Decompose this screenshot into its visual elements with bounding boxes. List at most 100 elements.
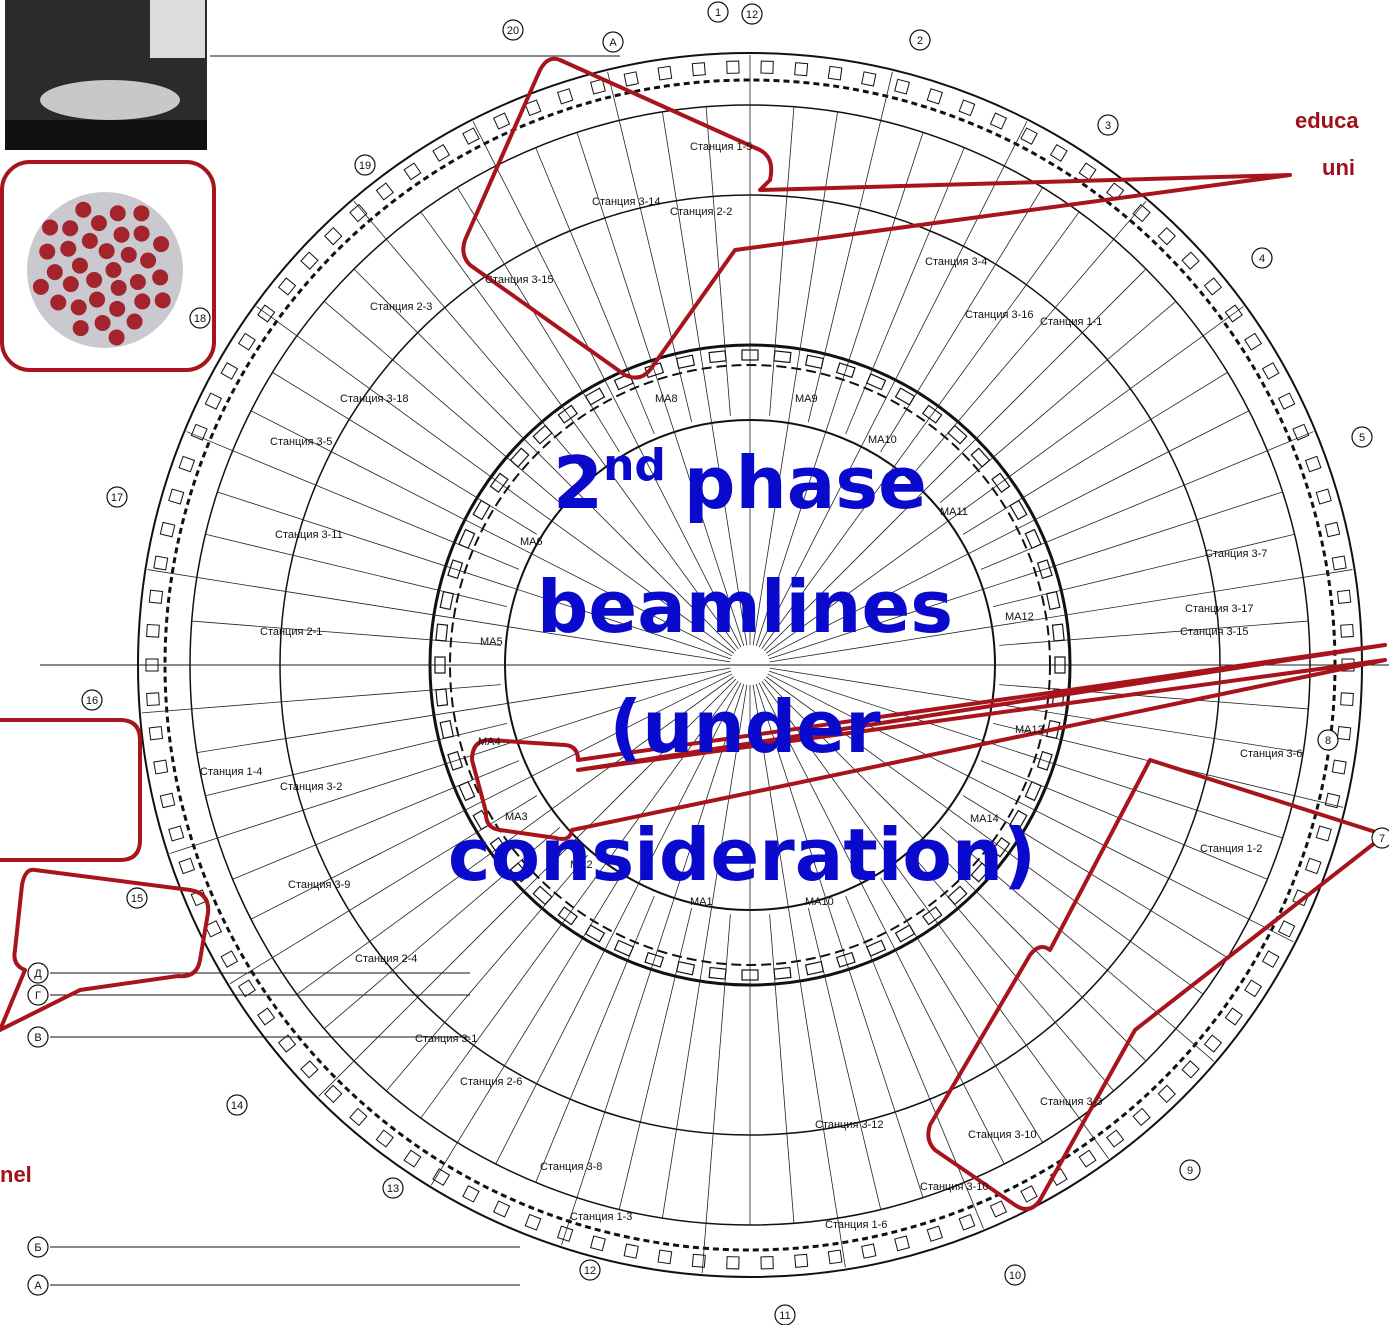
ring-block bbox=[1277, 392, 1296, 410]
radial-line bbox=[323, 827, 561, 1029]
axis-marker bbox=[27, 962, 49, 984]
sector-label: MA10 bbox=[805, 896, 834, 908]
ring-block bbox=[1340, 692, 1354, 706]
ring-block bbox=[1315, 825, 1332, 842]
ring-block bbox=[1331, 555, 1347, 571]
axis-marker bbox=[226, 1094, 248, 1116]
radial-line bbox=[761, 211, 1080, 650]
ring-block bbox=[146, 692, 160, 706]
ring-block bbox=[760, 60, 774, 74]
headline-word: phase bbox=[684, 441, 927, 525]
sector-label: MA9 bbox=[795, 393, 818, 405]
axis-marker bbox=[27, 1274, 49, 1296]
radial-line bbox=[147, 569, 731, 663]
radial-line bbox=[217, 491, 732, 660]
ring-block bbox=[1181, 251, 1200, 270]
ring-block bbox=[237, 979, 256, 998]
spike bbox=[110, 279, 127, 296]
spike bbox=[109, 205, 126, 222]
ring-block bbox=[1181, 1060, 1200, 1079]
spike bbox=[94, 314, 111, 331]
station-label: Станция 3-14 bbox=[592, 196, 661, 208]
radial-line bbox=[999, 620, 1309, 646]
ring-block bbox=[178, 857, 196, 875]
magnet-block bbox=[947, 885, 968, 906]
axis-marker bbox=[774, 1304, 796, 1325]
spike bbox=[71, 257, 88, 274]
magnet-block bbox=[1045, 590, 1061, 611]
magnet-block bbox=[675, 960, 696, 976]
spike bbox=[133, 225, 150, 242]
ring-block bbox=[557, 88, 574, 105]
photo-detail bbox=[40, 80, 180, 120]
radial-line bbox=[353, 268, 737, 652]
magnet-block bbox=[439, 719, 455, 740]
ring-block bbox=[1203, 277, 1223, 296]
sector-label: MA6 bbox=[520, 536, 543, 548]
magnet-block bbox=[1024, 528, 1042, 550]
ring-block bbox=[1336, 725, 1352, 741]
radial-line bbox=[205, 533, 508, 608]
station-label: Станция 1-4 bbox=[200, 766, 262, 778]
radial-line bbox=[880, 187, 1043, 453]
sector-label: MA11 bbox=[940, 506, 968, 518]
magnet-block bbox=[644, 951, 665, 968]
ring-block bbox=[1106, 182, 1125, 201]
sector-label: MA5 bbox=[480, 636, 503, 648]
axis-marker bbox=[1351, 426, 1373, 448]
station-label: Станция 3-12 bbox=[815, 1119, 884, 1131]
magnet-block bbox=[435, 623, 449, 642]
axis-marker bbox=[1004, 1264, 1026, 1286]
spike bbox=[50, 294, 67, 311]
station-label: Станция 1-5 bbox=[690, 141, 752, 153]
sector-label: MA10 bbox=[868, 434, 897, 446]
ring-block bbox=[760, 1256, 774, 1270]
magnet-block bbox=[741, 969, 759, 981]
ring-block bbox=[168, 825, 185, 842]
ring-block bbox=[153, 759, 169, 775]
spike bbox=[86, 271, 103, 288]
ring-block bbox=[726, 60, 740, 74]
ring-block bbox=[989, 1200, 1008, 1218]
axis-marker bbox=[27, 984, 49, 1006]
radial-line bbox=[755, 132, 924, 647]
radial-line bbox=[752, 111, 838, 646]
spike bbox=[46, 264, 63, 281]
magnet-block bbox=[1051, 623, 1065, 642]
ring-block bbox=[375, 182, 394, 201]
ring-block bbox=[1224, 304, 1243, 323]
axis-marker bbox=[382, 1177, 404, 1199]
radial-line bbox=[758, 121, 1028, 648]
callout bbox=[461, 56, 1292, 380]
axis-label: А bbox=[34, 1280, 42, 1292]
ring-block bbox=[861, 71, 877, 87]
axis-label: 18 bbox=[194, 313, 206, 325]
ring-block bbox=[1261, 950, 1280, 968]
ring-block bbox=[204, 392, 223, 410]
magnet-block bbox=[773, 350, 792, 364]
magnet-block bbox=[675, 354, 696, 370]
station-label: Станция 3-3 bbox=[1040, 1096, 1102, 1108]
ring-block bbox=[590, 1235, 606, 1252]
ring-block bbox=[1078, 1149, 1097, 1168]
ring-block bbox=[432, 1168, 451, 1187]
magnet-block bbox=[458, 528, 476, 550]
ring-block bbox=[1157, 1084, 1176, 1104]
axis-marker bbox=[126, 887, 148, 909]
sector-label: MA1 bbox=[690, 896, 713, 908]
station-label: Станция 3-7 bbox=[1205, 548, 1267, 560]
ring-block bbox=[148, 725, 164, 741]
radial-line bbox=[250, 673, 733, 920]
ring-block bbox=[492, 112, 511, 130]
ring-block bbox=[894, 78, 910, 95]
spike bbox=[72, 320, 89, 337]
axis-label: 19 bbox=[359, 160, 371, 172]
ring-block bbox=[145, 658, 159, 672]
callout bbox=[0, 867, 211, 1032]
station-label: Станция 3-2 bbox=[280, 781, 342, 793]
magnet-block bbox=[613, 939, 635, 957]
radial-line bbox=[232, 760, 520, 880]
station-label: Станция 3-10 bbox=[968, 1129, 1037, 1141]
radial-line bbox=[769, 569, 1353, 663]
